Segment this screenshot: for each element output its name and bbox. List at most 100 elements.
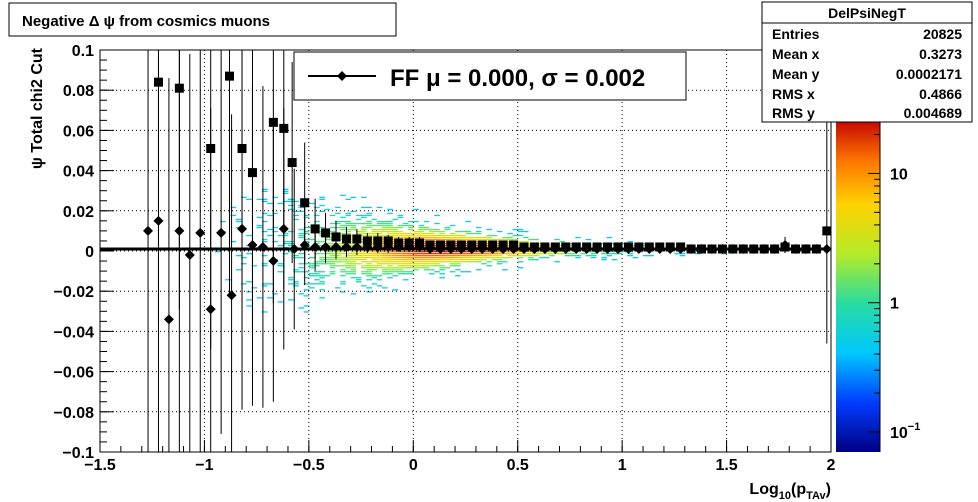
heat-cell [382, 253, 388, 255]
heat-cell [502, 238, 508, 241]
heat-cell [282, 241, 289, 243]
heat-cell [355, 257, 362, 259]
heat-cell [319, 226, 325, 229]
heat-cell [423, 263, 430, 265]
diamond-marker [445, 243, 456, 254]
heat-cell [376, 253, 383, 255]
heat-cell [345, 253, 351, 255]
heat-cell [397, 236, 404, 239]
diamond-marker [518, 243, 529, 254]
heat-cell [366, 275, 372, 277]
heat-cell [382, 251, 388, 253]
heat-cell [382, 220, 388, 223]
diamond-marker [393, 241, 404, 252]
heat-cell [392, 253, 398, 255]
heat-cell [350, 265, 357, 267]
heat-cell [335, 222, 341, 225]
heat-cell [288, 251, 294, 253]
heat-cell [303, 241, 310, 243]
x-axis-title: Log10(pTAv) [749, 481, 831, 502]
heat-cell [298, 263, 304, 265]
heat-cell [397, 269, 404, 271]
heat-cell [298, 234, 304, 237]
y-tick-label: 0.04 [63, 164, 94, 181]
diamond-marker [644, 243, 655, 254]
heat-cell [528, 255, 534, 257]
heat-cell [512, 238, 519, 241]
heat-cell [428, 236, 435, 239]
heat-cell [319, 289, 325, 291]
heat-cell [371, 269, 378, 271]
heat-cell [340, 232, 346, 235]
heat-cell [481, 255, 487, 257]
square-marker [341, 234, 351, 244]
colorbar-tick-label: 1 [890, 296, 899, 313]
heat-cell [282, 188, 289, 190]
heat-cell [434, 236, 440, 239]
heat-cell [392, 255, 398, 257]
heat-cell [455, 261, 461, 263]
heat-cell [465, 238, 472, 241]
heat-cell [449, 263, 456, 265]
heat-cell [413, 208, 419, 211]
heat-cell [241, 196, 247, 198]
heat-cell [308, 273, 315, 275]
heat-cell [345, 230, 351, 233]
diamond-marker [821, 243, 832, 254]
diamond-marker [550, 243, 561, 254]
heat-cell [402, 263, 409, 265]
diamond-marker [237, 223, 248, 234]
heat-cell [350, 222, 357, 225]
heat-cell [387, 265, 393, 267]
heat-cell [428, 238, 435, 241]
heat-cell [549, 255, 555, 257]
heat-cell [261, 283, 268, 285]
heat-cell [491, 253, 498, 255]
square-marker [321, 228, 331, 238]
heat-cell [303, 271, 310, 273]
heat-cell [418, 267, 425, 269]
heat-cell [350, 261, 357, 263]
heat-cell [366, 267, 372, 269]
diamond-marker [706, 243, 717, 254]
y-tick-label: 0.02 [63, 204, 94, 221]
heat-cell [423, 232, 430, 235]
heat-cell [428, 255, 435, 257]
heat-cell [402, 253, 409, 255]
heat-cell [350, 255, 357, 257]
heat-cell [408, 226, 414, 229]
heat-cell [261, 230, 268, 233]
diamond-marker [738, 243, 749, 254]
diamond-marker [226, 290, 237, 301]
heat-cell [288, 277, 294, 279]
heat-cell [272, 293, 278, 295]
heat-cell [366, 222, 372, 225]
heat-cell [475, 236, 482, 239]
heat-cell [314, 241, 320, 243]
heat-cell [350, 263, 357, 265]
heat-cell [434, 228, 440, 231]
heat-cell [335, 287, 341, 289]
heat-cell [418, 255, 425, 257]
heat-cell [449, 271, 456, 273]
heat-cell [303, 311, 310, 313]
heat-cell [376, 228, 383, 231]
heat-cell [397, 253, 404, 255]
heat-cell [303, 238, 310, 241]
diamond-marker [331, 241, 342, 252]
heat-cell [371, 257, 378, 259]
heat-cell [444, 261, 451, 263]
heat-cell [455, 253, 461, 255]
heat-cell [408, 234, 414, 237]
heat-cell [439, 230, 445, 233]
heat-cell [444, 251, 451, 253]
heat-cell [475, 259, 482, 261]
heat-cell [475, 253, 482, 255]
heat-cell [387, 253, 393, 255]
heat-cell [397, 265, 404, 267]
stats-value-entries: 20825 [923, 26, 962, 42]
heat-cell [408, 261, 414, 263]
heat-cell [611, 259, 618, 261]
heat-cell [627, 241, 633, 243]
heat-cell [371, 267, 378, 269]
